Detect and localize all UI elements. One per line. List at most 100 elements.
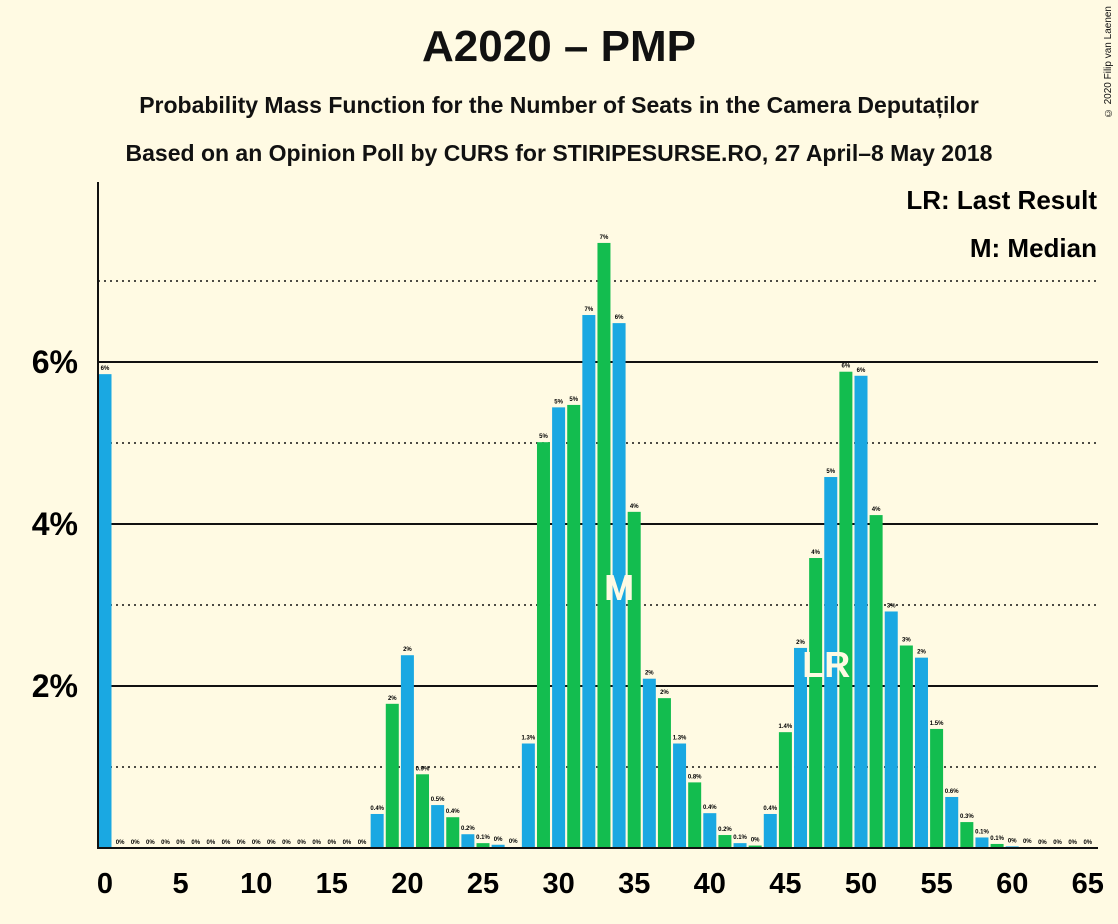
bar-seat-24 — [461, 834, 475, 848]
bar-label-seat-35: 4% — [630, 504, 639, 510]
x-tick-label: 15 — [316, 868, 348, 900]
bar-label-seat-50: 6% — [857, 368, 866, 374]
bars — [98, 242, 1034, 848]
bar-label-seat-0: 6% — [101, 366, 110, 372]
x-tick-label: 60 — [996, 868, 1028, 900]
bar-seat-38 — [673, 743, 687, 848]
bar-label-seat-57: 0.3% — [960, 814, 974, 820]
bar-label-seat-34: 6% — [615, 315, 624, 321]
bar-seat-29 — [536, 442, 550, 848]
x-tick-label: 10 — [240, 868, 272, 900]
bar-label-seat-33: 7% — [600, 235, 609, 241]
y-tick-label: 2% — [32, 668, 78, 704]
x-tick-label: 50 — [845, 868, 877, 900]
median-marker: M — [604, 567, 634, 608]
bar-label-seat-30: 5% — [554, 399, 563, 405]
x-tick-label: 25 — [467, 868, 499, 900]
x-tick-labels: 0 5 10 15 20 25 30 35 40 45 50 55 60 65 — [97, 868, 1104, 900]
bar-label-seat-21: 0.9% — [416, 766, 430, 772]
bar-label-seat-64: 0% — [1068, 840, 1077, 846]
bar-seat-25 — [476, 843, 490, 848]
bar-seat-31 — [567, 404, 581, 848]
bar-seat-55 — [930, 728, 944, 848]
bar-label-seat-37: 2% — [660, 690, 669, 696]
bar-seat-34 — [612, 323, 626, 848]
bar-label-seat-48: 5% — [826, 469, 835, 475]
bar-label-seat-3: 0% — [146, 840, 155, 846]
bar-seat-51 — [869, 515, 883, 848]
bar-label-seat-51: 4% — [872, 507, 881, 513]
bar-label-seat-24: 0.2% — [461, 826, 475, 832]
bar-seat-40 — [703, 813, 717, 848]
bar-label-seat-1: 0% — [116, 840, 125, 846]
bar-label-seat-7: 0% — [207, 840, 216, 846]
chart-title: A2020 – PMP — [422, 22, 696, 71]
x-tick-label: 45 — [769, 868, 801, 900]
bar-seat-42 — [733, 843, 747, 848]
x-tick-label: 5 — [173, 868, 189, 900]
bar-seat-43 — [748, 845, 762, 848]
bar-label-seat-59: 0.1% — [990, 836, 1004, 842]
bar-label-seat-53: 3% — [902, 638, 911, 644]
bar-seat-46 — [794, 647, 808, 848]
bar-label-seat-43: 0% — [751, 838, 760, 844]
bar-label-seat-25: 0.1% — [476, 835, 490, 841]
y-tick-label: 6% — [32, 344, 78, 380]
bar-label-seat-38: 1.3% — [673, 736, 687, 742]
bar-label-seat-2: 0% — [131, 840, 140, 846]
bar-seat-52 — [884, 611, 898, 848]
bar-seat-44 — [763, 813, 777, 848]
bar-label-seat-45: 1.4% — [779, 724, 793, 730]
bar-label-seat-65: 0% — [1083, 840, 1092, 846]
chart-source: Based on an Opinion Poll by CURS for STI… — [125, 140, 993, 166]
bar-label-seat-49: 6% — [842, 364, 851, 370]
bar-seat-19 — [385, 703, 399, 848]
bar-label-seat-29: 5% — [539, 434, 548, 440]
bar-label-seat-16: 0% — [343, 840, 352, 846]
bar-label-seat-42: 0.1% — [733, 835, 747, 841]
y-tick-label: 4% — [32, 506, 78, 542]
x-tick-label: 40 — [694, 868, 726, 900]
bar-label-seat-55: 1.5% — [930, 721, 944, 727]
bar-seat-33 — [597, 242, 611, 848]
bar-seat-37 — [657, 698, 671, 848]
bar-label-seat-23: 0.4% — [446, 809, 460, 815]
bar-seat-22 — [431, 805, 445, 848]
bar-label-seat-10: 0% — [252, 840, 261, 846]
x-tick-label: 20 — [391, 868, 423, 900]
x-tick-label: 0 — [97, 868, 113, 900]
bar-seat-53 — [899, 645, 913, 848]
legend-median: M: Median — [970, 233, 1097, 263]
bar-seat-28 — [521, 743, 535, 848]
bar-label-seat-41: 0.2% — [718, 827, 732, 833]
bar-seat-32 — [582, 315, 596, 848]
bar-value-labels: 6% 0% 0% 0% 0% 0% 0% 0% 0% 0% 0% 0% 0% 0% 0% 0% 0% 0% 0.4%… — [101, 235, 1093, 846]
bar-seat-56 — [945, 796, 959, 848]
bar-label-seat-61: 0% — [1023, 839, 1032, 845]
bar-label-seat-18: 0.4% — [370, 806, 384, 812]
bar-seat-50 — [854, 375, 868, 848]
bar-label-seat-12: 0% — [282, 840, 291, 846]
bar-label-seat-39: 0.8% — [688, 774, 702, 780]
bar-label-seat-14: 0% — [312, 840, 321, 846]
bar-seat-41 — [718, 835, 732, 848]
bar-seat-59 — [990, 843, 1004, 848]
bar-label-seat-11: 0% — [267, 840, 276, 846]
bar-label-seat-52: 3% — [887, 603, 896, 609]
bar-seat-45 — [778, 732, 792, 848]
bar-seat-48 — [824, 477, 838, 848]
y-tick-labels: 2% 4% 6% — [32, 344, 78, 704]
x-tick-label: 30 — [542, 868, 574, 900]
bar-label-seat-46: 2% — [796, 640, 805, 646]
bar-seat-39 — [688, 782, 702, 848]
bar-label-seat-9: 0% — [237, 840, 246, 846]
bar-seat-36 — [642, 678, 656, 848]
bar-label-seat-26: 0% — [494, 837, 503, 843]
bar-seat-26 — [491, 844, 505, 848]
bar-label-seat-32: 7% — [585, 307, 594, 313]
bar-label-seat-13: 0% — [297, 840, 306, 846]
bar-label-seat-19: 2% — [388, 696, 397, 702]
bar-seat-47 — [809, 558, 823, 848]
legend-last-result: LR: Last Result — [906, 185, 1097, 215]
x-tick-label: 55 — [920, 868, 952, 900]
